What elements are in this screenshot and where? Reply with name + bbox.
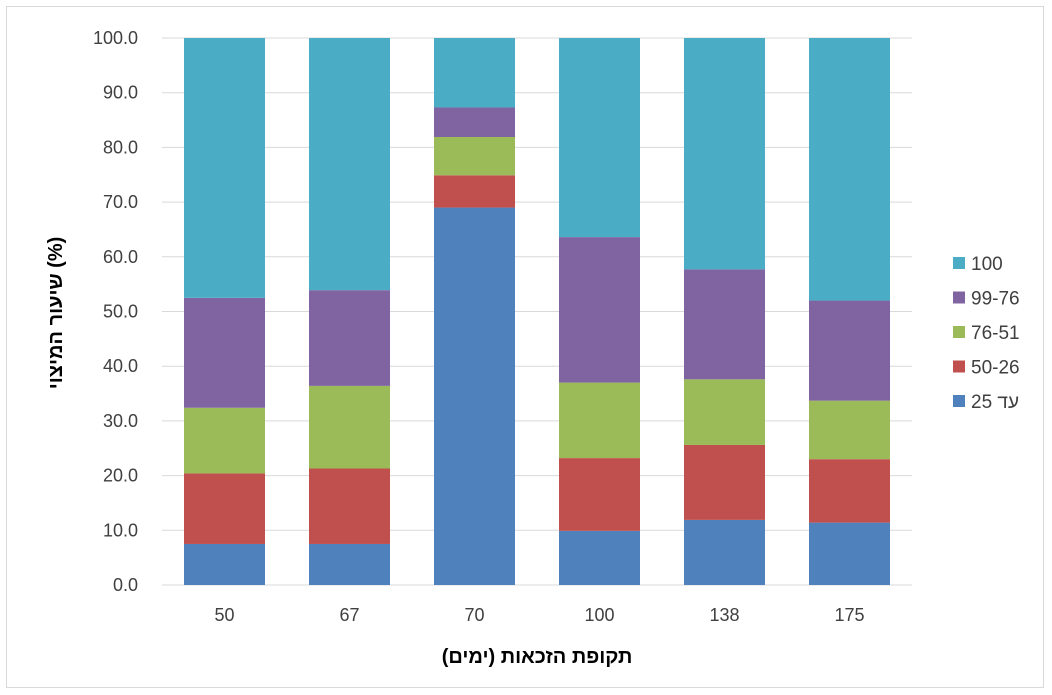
bar-segment — [184, 543, 265, 585]
legend-swatch — [953, 291, 965, 304]
bar-segment — [684, 38, 765, 270]
bar-segment — [309, 468, 390, 544]
legend-swatch — [953, 257, 965, 269]
y-axis-title: שיעור המיצוי (%) — [45, 237, 67, 390]
legend-label: 100 — [971, 254, 1003, 275]
legend-label: עד 25 — [971, 392, 1019, 413]
y-tick-label: 90.0 — [103, 83, 138, 103]
legend-label: 76-51 — [971, 323, 1020, 344]
bar-segment — [184, 407, 265, 474]
bar-segment — [434, 175, 515, 208]
bar-segment — [809, 38, 890, 301]
y-tick-label: 60.0 — [103, 247, 138, 267]
bar-segment — [559, 382, 640, 459]
bars — [184, 38, 890, 585]
bar-segment — [184, 297, 265, 408]
bar-segment — [559, 237, 640, 383]
y-tick-label: 20.0 — [103, 466, 138, 486]
x-tick-label: 138 — [709, 605, 739, 625]
y-tick-label: 30.0 — [103, 411, 138, 431]
gridlines — [162, 37, 912, 586]
y-tick-label: 10.0 — [103, 520, 138, 540]
bar-segment — [559, 458, 640, 531]
bar-segment — [809, 522, 890, 585]
bar-segment — [434, 38, 515, 108]
bar-segment — [684, 269, 765, 380]
bar-segment — [559, 530, 640, 585]
legend: 100 99-76 76-51 50-26 עד 25 — [953, 254, 1020, 413]
x-tick-labels: 50 67 70 100 138 175 — [214, 605, 864, 625]
bar-segment — [434, 137, 515, 176]
x-axis-title: תקופת הזכאות (ימים) — [442, 646, 633, 668]
bar-segment — [809, 300, 890, 401]
bar-segment — [434, 207, 515, 585]
y-tick-label: 0.0 — [113, 575, 138, 595]
x-tick-label: 67 — [339, 605, 359, 625]
x-tick-label: 50 — [214, 605, 234, 625]
bar-segment — [559, 38, 640, 238]
x-tick-label: 70 — [464, 605, 484, 625]
y-tick-label: 50.0 — [103, 302, 138, 322]
y-tick-labels: 0.0 10.0 20.0 30.0 40.0 50.0 60.0 70.0 80.0 90.0 1… — [93, 28, 138, 595]
bar-segment — [184, 473, 265, 544]
bar-segment — [809, 400, 890, 460]
bar-segment — [684, 379, 765, 445]
y-tick-label: 100.0 — [93, 28, 138, 48]
bar-segment — [309, 543, 390, 585]
bar-segment — [309, 385, 390, 469]
bar-segment — [434, 107, 515, 138]
legend-label: 99-76 — [971, 289, 1020, 310]
bar-segment — [309, 38, 390, 291]
y-tick-label: 40.0 — [103, 356, 138, 376]
legend-swatch — [953, 395, 965, 407]
bar-segment — [309, 290, 390, 386]
y-tick-label: 80.0 — [103, 137, 138, 157]
bar-segment — [684, 444, 765, 520]
legend-swatch — [953, 326, 965, 338]
x-tick-label: 100 — [584, 605, 614, 625]
y-tick-label: 70.0 — [103, 192, 138, 212]
bar-segment — [684, 519, 765, 585]
legend-label: 50-26 — [971, 358, 1020, 379]
bar-segment — [184, 38, 265, 298]
x-tick-label: 175 — [834, 605, 864, 625]
bar-segment — [809, 459, 890, 523]
legend-swatch — [953, 360, 965, 373]
